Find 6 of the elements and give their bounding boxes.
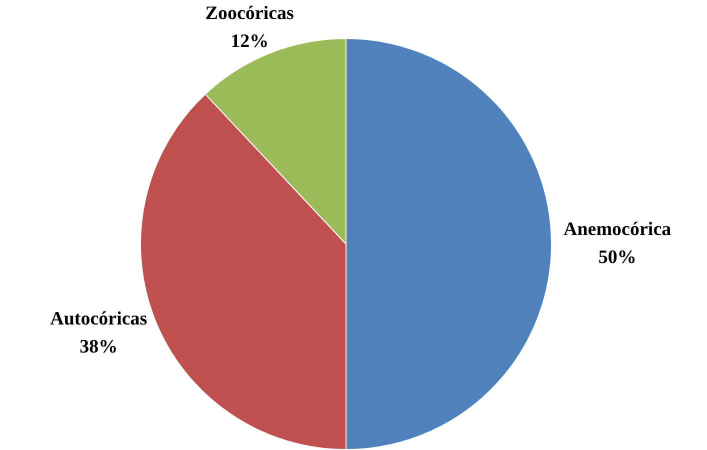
slice-label: Anemocórica xyxy=(563,218,672,240)
data-label: 38% xyxy=(80,336,118,358)
data-label: 12% xyxy=(230,30,269,52)
slice-label: Autocóricas xyxy=(50,308,148,330)
data-label: 50% xyxy=(598,246,636,268)
slice-label: Zoocóricas xyxy=(205,2,294,24)
